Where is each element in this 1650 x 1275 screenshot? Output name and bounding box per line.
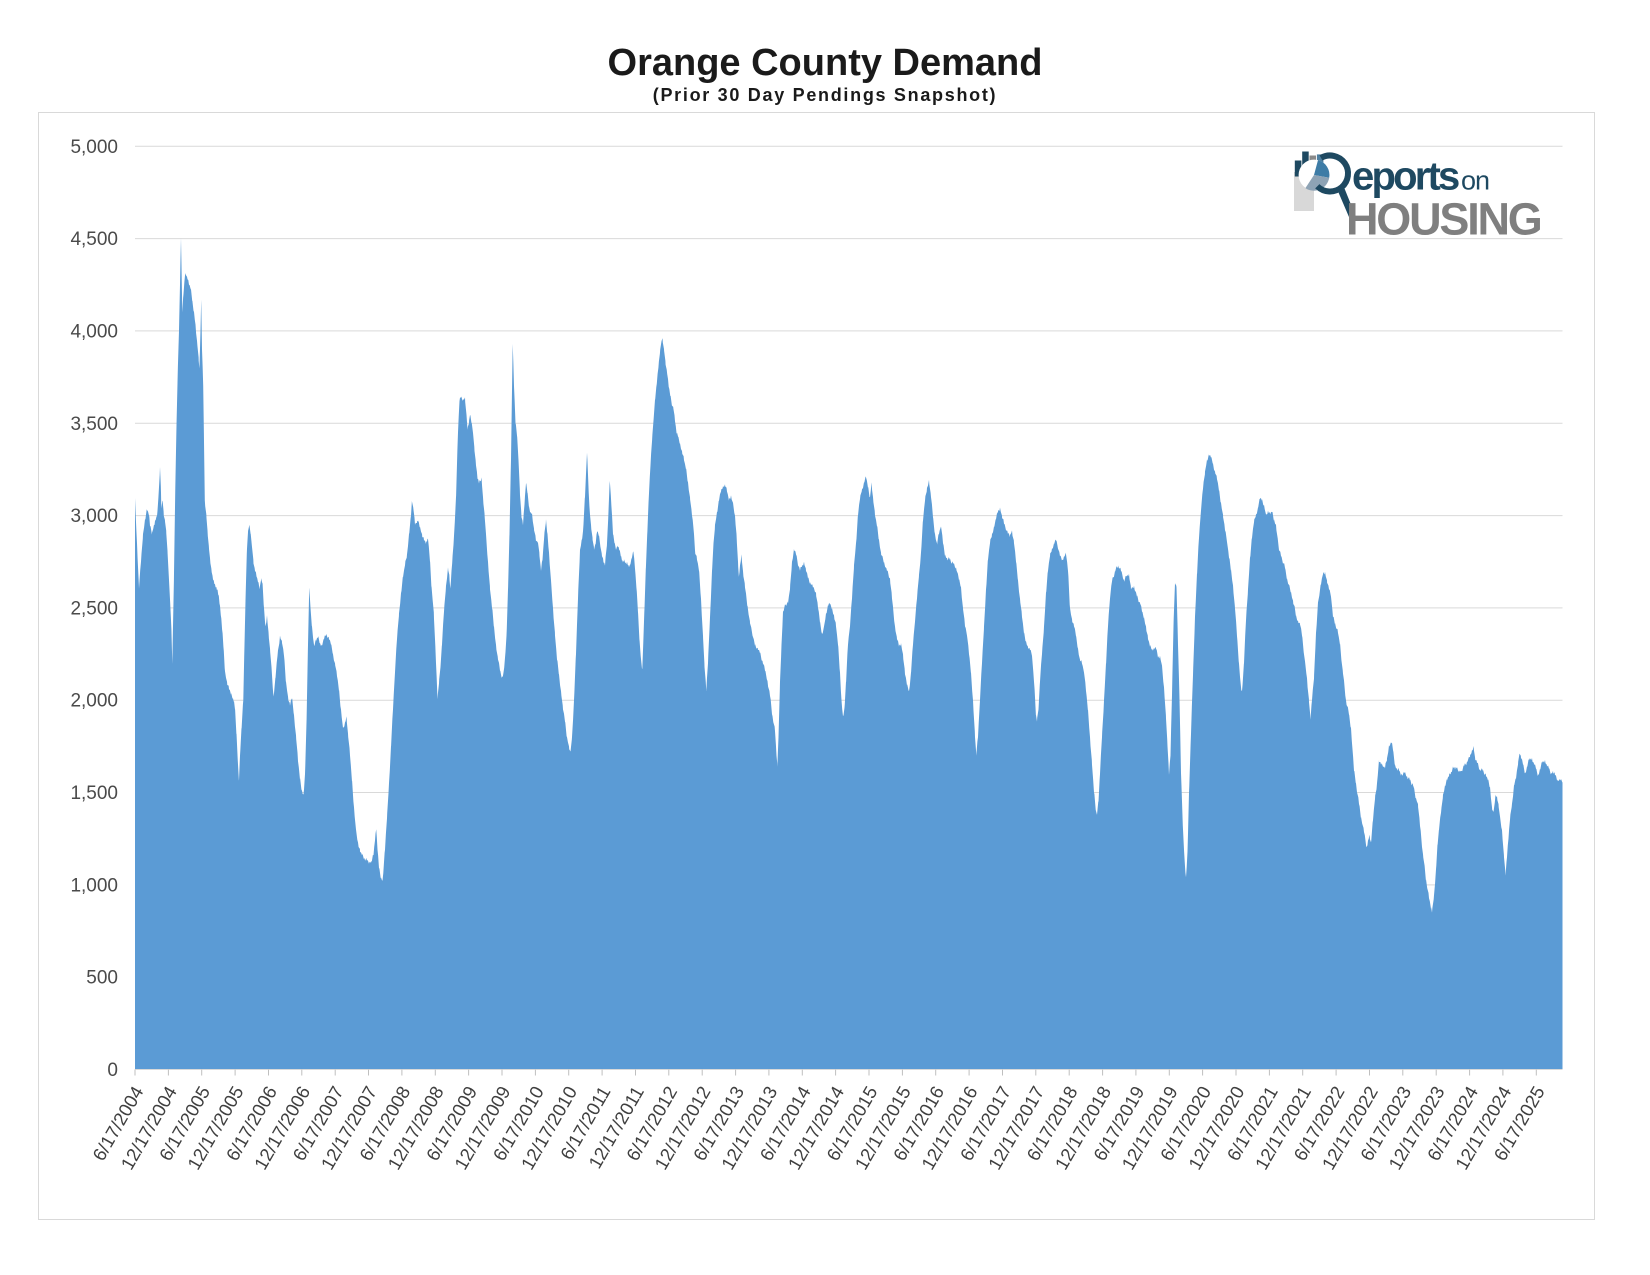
- svg-text:Orange County Demand: Orange County Demand: [608, 42, 1043, 84]
- svg-text:3,000: 3,000: [70, 506, 118, 527]
- svg-text:2,000: 2,000: [70, 691, 118, 712]
- svg-text:3,500: 3,500: [70, 414, 118, 435]
- svg-text:1,000: 1,000: [70, 875, 118, 896]
- svg-text:eports: eports: [1352, 155, 1459, 199]
- svg-text:(Prior 30 Day Pendings Snapsho: (Prior 30 Day Pendings Snapshot): [653, 85, 997, 105]
- svg-text:500: 500: [86, 968, 118, 989]
- svg-text:1,500: 1,500: [70, 783, 118, 804]
- svg-text:4,000: 4,000: [70, 321, 118, 342]
- svg-text:5,000: 5,000: [70, 137, 118, 158]
- svg-text:0: 0: [107, 1060, 118, 1081]
- svg-text:4,500: 4,500: [70, 229, 118, 250]
- svg-text:2,500: 2,500: [70, 598, 118, 619]
- svg-text:on: on: [1461, 166, 1489, 196]
- svg-text:HOUSING: HOUSING: [1346, 194, 1541, 245]
